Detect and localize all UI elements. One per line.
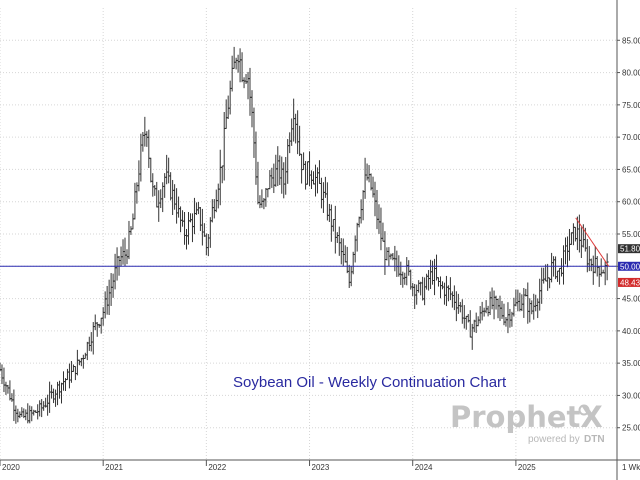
trendline xyxy=(575,217,610,267)
x-tick-label: 2023 xyxy=(312,463,330,472)
x-tick-label: 2025 xyxy=(518,463,536,472)
price-tag-label: 51.80 xyxy=(620,245,640,254)
overlays xyxy=(0,217,617,267)
y-tick-label: 40.00 xyxy=(622,327,640,336)
y-tick-label: 45.00 xyxy=(622,295,640,304)
watermark-powered-by: powered by xyxy=(528,434,580,445)
watermark-x-ring-icon xyxy=(578,404,590,416)
price-tag xyxy=(618,277,640,287)
watermark-logo: ProphetX xyxy=(450,400,603,434)
y-tick-label: 35.00 xyxy=(622,359,640,368)
y-tick-label: 65.00 xyxy=(622,165,640,174)
watermark-brand: DTN xyxy=(584,434,605,445)
price-tag-label: 50.00 xyxy=(620,262,640,271)
x-tick-label: 2021 xyxy=(105,463,123,472)
watermark: ProphetX powered by DTN xyxy=(450,400,605,445)
x-tick-label: 2020 xyxy=(2,463,20,472)
price-tag-label: 48.43 xyxy=(620,278,640,287)
price-tag xyxy=(618,261,640,271)
y-tick-label: 25.00 xyxy=(622,424,640,433)
y-tick-label: 80.00 xyxy=(622,69,640,78)
price-bars xyxy=(0,46,609,424)
chart-title: Soybean Oil - Weekly Continuation Chart xyxy=(233,374,507,391)
price-tag xyxy=(618,244,640,254)
y-tick-label: 60.00 xyxy=(622,198,640,207)
y-tick-label: 70.00 xyxy=(622,133,640,142)
y-tick-label: 85.00 xyxy=(622,36,640,45)
y-tick-label: 55.00 xyxy=(622,230,640,239)
y-tick-label: 30.00 xyxy=(622,391,640,400)
x-tick-label: 2024 xyxy=(415,463,433,472)
x-tick-label: 2022 xyxy=(208,463,226,472)
grid xyxy=(0,8,617,460)
y-tick-label: 75.00 xyxy=(622,101,640,110)
x-period-label: 1 Wk xyxy=(622,463,640,472)
